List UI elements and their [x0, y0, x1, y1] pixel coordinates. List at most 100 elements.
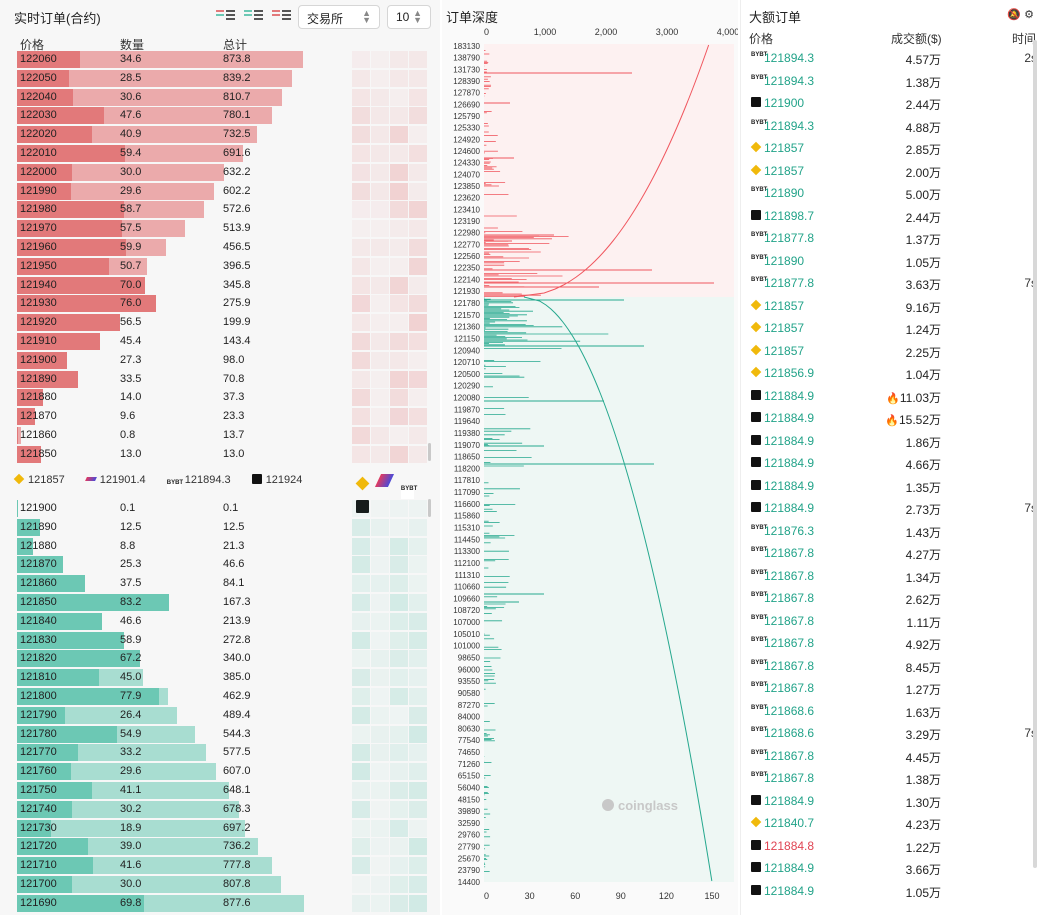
large-order-row[interactable]: BYBT 121867.8 1.11万 [741, 610, 1040, 633]
depth-select[interactable]: 10 ▲ ▼ [387, 5, 431, 29]
large-order-row[interactable]: 121884.9 3.66万 [741, 857, 1040, 880]
bid-row[interactable]: 121830 58.9 272.8 [0, 631, 440, 650]
large-order-row[interactable]: BYBT 121877.8 1.37万 [741, 227, 1040, 250]
bid-row[interactable]: 121880 8.8 21.3 [0, 537, 440, 556]
depth-chart[interactable]: 0 1,000 2,000 3,000 4,000 0 30 60 90 120 150 183130… [442, 0, 738, 915]
view-both-sides-icon[interactable] [214, 8, 236, 24]
ask-row[interactable]: 121850 13.0 13.0 [0, 445, 440, 464]
large-order-row[interactable]: 121857 1.24万 [741, 317, 1040, 340]
bid-row[interactable]: 121760 29.6 607.0 [0, 762, 440, 781]
large-order-row[interactable]: BYBT 121867.8 4.92万 [741, 632, 1040, 655]
bid-row[interactable]: 121720 39.0 736.2 [0, 837, 440, 856]
asks-scrollbar[interactable] [428, 443, 431, 461]
large-order-row[interactable]: 121884.8 1.22万 [741, 835, 1040, 858]
bid-row[interactable]: 121780 54.9 544.3 [0, 725, 440, 744]
bid-row[interactable]: 121710 41.6 777.8 [0, 856, 440, 875]
bid-row[interactable]: 121850 83.2 167.3 [0, 593, 440, 612]
large-order-row[interactable]: 121884.9 2.73万 7s [741, 497, 1040, 520]
ask-row[interactable]: 121910 45.4 143.4 [0, 332, 440, 351]
large-orders-scrollbar[interactable] [1033, 40, 1037, 868]
bid-row[interactable]: 121730 18.9 697.2 [0, 819, 440, 838]
ask-row[interactable]: 122030 47.6 780.1 [0, 106, 440, 125]
large-order-row[interactable]: BYBT 121876.3 1.43万 [741, 520, 1040, 543]
bid-row[interactable]: 121810 45.0 385.0 [0, 668, 440, 687]
large-order-row[interactable]: BYBT 121877.8 3.63万 7s [741, 272, 1040, 295]
large-order-row[interactable]: 121840.7 4.23万 [741, 812, 1040, 835]
order-amount-value: 4.66万 [905, 458, 941, 472]
large-order-row[interactable]: 121856.9 1.04万 [741, 362, 1040, 385]
large-order-row[interactable]: BYBT 121868.6 3.29万 7s [741, 722, 1040, 745]
large-order-row[interactable]: 121884.9 4.66万 [741, 452, 1040, 475]
large-order-row[interactable]: 121884.9 1.30万 [741, 790, 1040, 813]
ticker-price: 121924 [265, 474, 303, 486]
ticker-binance[interactable]: 121857 [13, 473, 65, 486]
bid-row[interactable]: 121750 41.1 648.1 [0, 781, 440, 800]
gear-icon[interactable]: ⚙ [1024, 9, 1034, 21]
large-order-row[interactable]: 121884.9 1.35万 [741, 475, 1040, 498]
ask-row[interactable]: 121930 76.0 275.9 [0, 294, 440, 313]
large-order-row[interactable]: 121857 2.25万 [741, 340, 1040, 363]
large-order-row[interactable]: BYBT 121867.8 1.38万 [741, 767, 1040, 790]
ask-row[interactable]: 122010 59.4 691.6 [0, 144, 440, 163]
ticker-bybit[interactable]: BYBT 121894.3 [166, 474, 231, 490]
large-order-row[interactable]: BYBT 121890 1.05万 [741, 250, 1040, 273]
ask-row[interactable]: 122040 30.6 810.7 [0, 88, 440, 107]
view-bids-only-icon[interactable] [242, 8, 264, 24]
large-order-row[interactable]: 121900 2.44万 [741, 92, 1040, 115]
ask-row[interactable]: 121870 9.6 23.3 [0, 407, 440, 426]
bid-row[interactable]: 121800 77.9 462.9 [0, 687, 440, 706]
large-order-row[interactable]: BYBT 121894.3 4.57万 2s [741, 47, 1040, 70]
large-order-row[interactable]: BYBT 121890 5.00万 [741, 182, 1040, 205]
ask-row[interactable]: 121860 0.8 13.7 [0, 426, 440, 445]
large-order-row[interactable]: BYBT 121867.8 1.34万 [741, 565, 1040, 588]
large-order-row[interactable]: BYBT 121867.8 4.45万 [741, 745, 1040, 768]
ticker-okx[interactable]: 121924 [251, 474, 303, 486]
ask-row[interactable]: 121990 29.6 602.2 [0, 182, 440, 201]
ask-row[interactable]: 121950 50.7 396.5 [0, 257, 440, 276]
bid-row[interactable]: 121900 0.1 0.1 [0, 499, 440, 518]
ask-row[interactable]: 121920 56.5 199.9 [0, 313, 440, 332]
large-order-row[interactable]: BYBT 121894.3 1.38万 [741, 70, 1040, 93]
bid-row[interactable]: 121870 25.3 46.6 [0, 555, 440, 574]
bid-row[interactable]: 121890 12.5 12.5 [0, 518, 440, 537]
ask-row[interactable]: 122050 28.5 839.2 [0, 69, 440, 88]
large-order-row[interactable]: 121898.7 2.44万 [741, 205, 1040, 228]
large-order-row[interactable]: BYBT 121867.8 1.27万 [741, 677, 1040, 700]
ask-row[interactable]: 121880 14.0 37.3 [0, 388, 440, 407]
ticker-hyperliquid[interactable]: 121901.4 [84, 474, 146, 486]
ask-row[interactable]: 121940 70.0 345.8 [0, 276, 440, 295]
bid-row[interactable]: 121740 30.2 678.3 [0, 800, 440, 819]
ask-row[interactable]: 121900 27.3 98.0 [0, 351, 440, 370]
large-order-row[interactable]: BYBT 121868.6 1.63万 [741, 700, 1040, 723]
exchange-select[interactable]: 交易所 ▲ ▼ [298, 5, 380, 29]
ask-row[interactable]: 122020 40.9 732.5 [0, 125, 440, 144]
bid-row[interactable]: 121690 69.8 877.6 [0, 894, 440, 913]
ask-row[interactable]: 122060 34.6 873.8 [0, 50, 440, 69]
ask-row[interactable]: 122000 30.0 632.2 [0, 163, 440, 182]
large-order-row[interactable]: BYBT 121867.8 8.45万 [741, 655, 1040, 678]
large-order-row[interactable]: 121857 2.00万 [741, 160, 1040, 183]
large-order-row[interactable]: 121857 9.16万 [741, 295, 1040, 318]
mute-bell-icon[interactable]: 🔕 [1007, 9, 1022, 21]
ask-row[interactable]: 121970 57.5 513.9 [0, 219, 440, 238]
bid-row[interactable]: 121700 30.0 807.8 [0, 875, 440, 894]
ask-row[interactable]: 121890 33.5 70.8 [0, 370, 440, 389]
large-order-row[interactable]: BYBT 121894.3 4.88万 [741, 115, 1040, 138]
ask-row[interactable]: 121980 58.7 572.6 [0, 200, 440, 219]
bid-row[interactable]: 121770 33.2 577.5 [0, 743, 440, 762]
large-order-row[interactable]: BYBT 121867.8 4.27万 [741, 542, 1040, 565]
bid-row[interactable]: 121840 46.6 213.9 [0, 612, 440, 631]
large-order-row[interactable]: 121857 2.85万 [741, 137, 1040, 160]
bid-row[interactable]: 121820 67.2 340.0 [0, 649, 440, 668]
large-order-row[interactable]: BYBT 121867.8 2.62万 [741, 587, 1040, 610]
large-order-row[interactable]: 121884.9 1.86万 [741, 430, 1040, 453]
bid-row[interactable]: 121790 26.4 489.4 [0, 706, 440, 725]
ask-row[interactable]: 121960 59.9 456.5 [0, 238, 440, 257]
large-order-row[interactable]: 121884.9 🔥15.52万 [741, 407, 1040, 430]
large-order-row[interactable]: 121884.9 1.05万 [741, 880, 1040, 903]
large-order-row[interactable]: 121884.9 🔥11.03万 [741, 385, 1040, 408]
bids-scrollbar[interactable] [428, 499, 431, 517]
view-asks-only-icon[interactable] [270, 8, 292, 24]
bid-row[interactable]: 121860 37.5 84.1 [0, 574, 440, 593]
order-amount: 4.23万 [906, 816, 941, 833]
